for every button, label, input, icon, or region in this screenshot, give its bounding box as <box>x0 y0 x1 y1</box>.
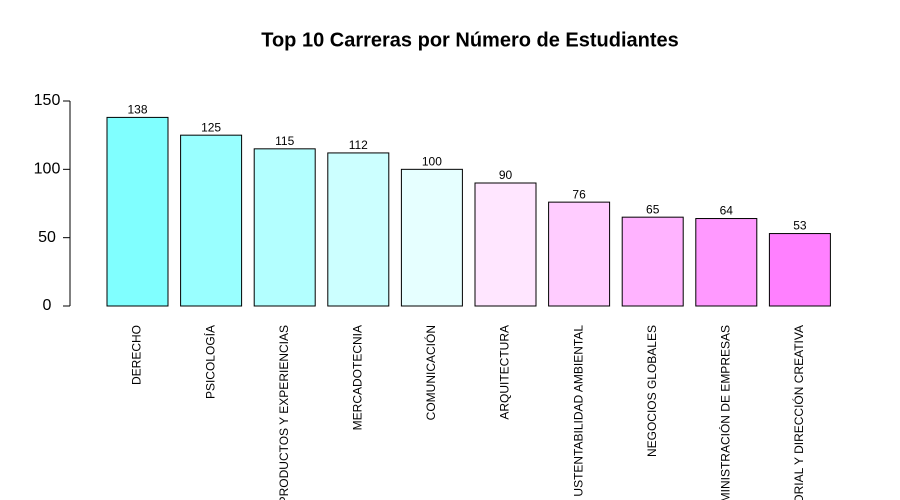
bar <box>180 134 243 307</box>
x-tick-label: DERECHO <box>130 325 144 385</box>
x-tick-label: MINISTRACIÓN DE EMPRESAS <box>717 325 732 500</box>
x-tick-label: ARQUITECTURA <box>498 325 512 420</box>
value-label: 64 <box>720 204 734 218</box>
value-label: 76 <box>572 187 586 201</box>
bar <box>474 182 537 307</box>
chart-title: Top 10 Carreras por Número de Estudiante… <box>261 29 679 51</box>
x-tick-label: COMUNICACIÓN <box>423 325 438 420</box>
x-tick-label: USTENTABILIDAD AMBIENTAL <box>571 325 585 497</box>
bar <box>695 218 758 307</box>
value-label: 115 <box>275 134 294 148</box>
value-label: 100 <box>422 155 442 169</box>
y-tick-label: 50 <box>38 229 56 246</box>
y-tick-label: 150 <box>34 92 61 109</box>
bar <box>106 116 169 307</box>
x-tick-label: PSICOLOGÍA <box>202 325 217 399</box>
y-tick-label: 100 <box>34 161 61 178</box>
y-tick-label: 0 <box>43 297 52 314</box>
x-tick-label: MERCADOTECNIA <box>350 325 364 430</box>
value-label: 112 <box>349 138 368 152</box>
bar <box>253 148 316 307</box>
bar <box>768 233 831 307</box>
x-tick-label: NEGOCIOS GLOBALES <box>645 325 659 457</box>
value-label: 125 <box>201 120 221 134</box>
value-label: 65 <box>646 202 660 216</box>
x-tick-label: ORIAL Y DIRECCIÓN CREATIVA <box>791 325 806 500</box>
value-label: 90 <box>499 168 513 182</box>
bar <box>621 216 684 307</box>
bar <box>327 152 390 307</box>
value-label: 53 <box>793 219 807 233</box>
x-tick-label: PRODUCTOS Y EXPERIENCIAS <box>277 325 291 500</box>
bar <box>400 168 463 307</box>
value-label: 138 <box>127 103 147 117</box>
bar <box>548 201 611 307</box>
